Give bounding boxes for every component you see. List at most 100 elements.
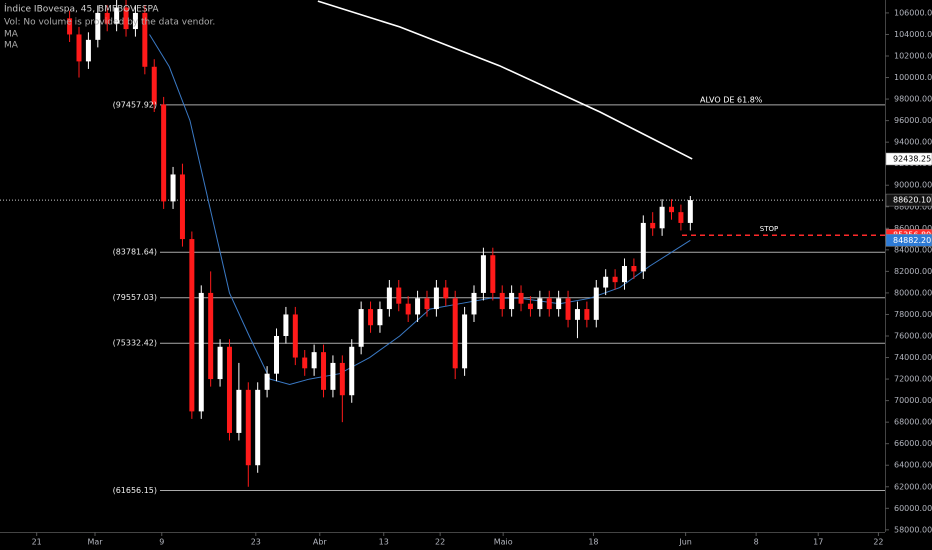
candle-body (631, 266, 637, 272)
price-label: 92438.25 (893, 154, 931, 163)
fib-level-label: (75332.42) (113, 339, 157, 348)
candle-body (123, 7, 129, 30)
candle-body (151, 66, 157, 105)
candle-body (236, 389, 242, 433)
candle-body (179, 174, 185, 240)
x-tick-label: 21 (32, 538, 42, 547)
candle-body (612, 276, 618, 283)
moving-average (317, 0, 693, 160)
candle-body (584, 309, 590, 320)
candle-body (574, 309, 580, 320)
candle-body (452, 298, 458, 369)
candle-body (283, 314, 289, 336)
candle-body (311, 352, 317, 369)
moving-average (149, 34, 691, 385)
x-tick-label: 8 (754, 538, 759, 547)
candle-body (546, 298, 552, 310)
candle-body (358, 309, 364, 347)
x-tick-label: 18 (588, 538, 598, 547)
candle-body (339, 362, 345, 396)
price-label: 84882.20 (893, 236, 931, 245)
candle-body (76, 34, 82, 62)
candle-body (565, 298, 571, 320)
price-label-box (885, 152, 932, 166)
chart-subtitle: Vol: No volume is provided by the data v… (4, 18, 215, 28)
y-tick-label: 58000.00 (894, 525, 932, 534)
y-tick-label: 82000.00 (894, 267, 932, 276)
candle-body (650, 222, 656, 229)
candle-body (189, 239, 195, 412)
y-tick-label: 68000.00 (894, 418, 932, 427)
candle-body (302, 357, 308, 369)
x-tick-label: 23 (251, 538, 261, 547)
legend-entry: MA (4, 30, 19, 40)
y-tick-label: 66000.00 (894, 439, 932, 448)
candle-body (208, 292, 214, 380)
y-tick-label: 100000.00 (894, 73, 932, 82)
candle-body (85, 39, 91, 62)
fib-level-label: (79557.03) (113, 293, 157, 302)
candle-body (245, 389, 251, 466)
x-tick-label: 17 (813, 538, 823, 547)
candle-body (67, 18, 73, 35)
y-tick-label: 106000.00 (894, 8, 932, 17)
candle-body (95, 12, 101, 40)
candle-body (226, 346, 232, 433)
candle-body (593, 287, 599, 320)
candle-body (471, 292, 477, 315)
candle-body (264, 373, 270, 390)
candle-body (330, 362, 336, 390)
candle-body (396, 287, 402, 304)
candle-body (377, 309, 383, 326)
candle-body (433, 287, 439, 310)
y-tick-label: 104000.00 (894, 30, 932, 39)
y-tick-label: 76000.00 (894, 332, 932, 341)
y-tick-label: 98000.00 (894, 95, 932, 104)
candle-body (518, 292, 524, 304)
candle-body (255, 389, 261, 466)
candle-body (274, 336, 280, 374)
x-tick-label: 13 (379, 538, 389, 547)
candle-body (678, 212, 684, 223)
annotation: ALVO DE 61.8% (700, 95, 763, 104)
candle-body (386, 287, 392, 310)
candle-body (170, 174, 176, 202)
candle-body (443, 287, 449, 299)
candle-body (424, 298, 430, 310)
candle-body (321, 352, 327, 390)
candle-body (462, 314, 468, 369)
y-tick-label: 62000.00 (894, 482, 932, 491)
candle-body (132, 12, 138, 30)
candle-body (659, 206, 665, 229)
y-tick-label: 84000.00 (894, 245, 932, 254)
y-tick-label: 70000.00 (894, 396, 932, 405)
legend-entry: MA (4, 41, 19, 51)
candle-body (603, 276, 609, 288)
candle-body (217, 346, 223, 380)
y-tick-label: 78000.00 (894, 310, 932, 319)
y-tick-label: 64000.00 (894, 461, 932, 470)
candle-body (368, 309, 374, 326)
chart-title: Índice IBovespa, 45, BMFBOVESPA (4, 3, 159, 15)
candle-body (640, 222, 646, 272)
y-tick-label: 60000.00 (894, 504, 932, 513)
candle-body (499, 292, 505, 310)
candle-body (292, 314, 298, 358)
candle-body (480, 255, 486, 293)
y-tick-label: 74000.00 (894, 353, 932, 362)
candle-body (669, 206, 675, 213)
candle-body (349, 346, 355, 396)
candle-body (509, 292, 515, 310)
fib-level-label: (83781.64) (113, 248, 157, 257)
y-tick-label: 90000.00 (894, 181, 932, 190)
x-tick-label: 22 (873, 538, 883, 547)
candle-body (490, 255, 496, 293)
candle-body (114, 7, 120, 24)
fib-level-label: (61656.15) (113, 486, 157, 495)
x-tick-label: 9 (159, 538, 164, 547)
candle-body (142, 12, 148, 67)
y-tick-label: 80000.00 (894, 288, 932, 297)
y-tick-label: 96000.00 (894, 116, 932, 125)
candle-body (405, 303, 411, 315)
